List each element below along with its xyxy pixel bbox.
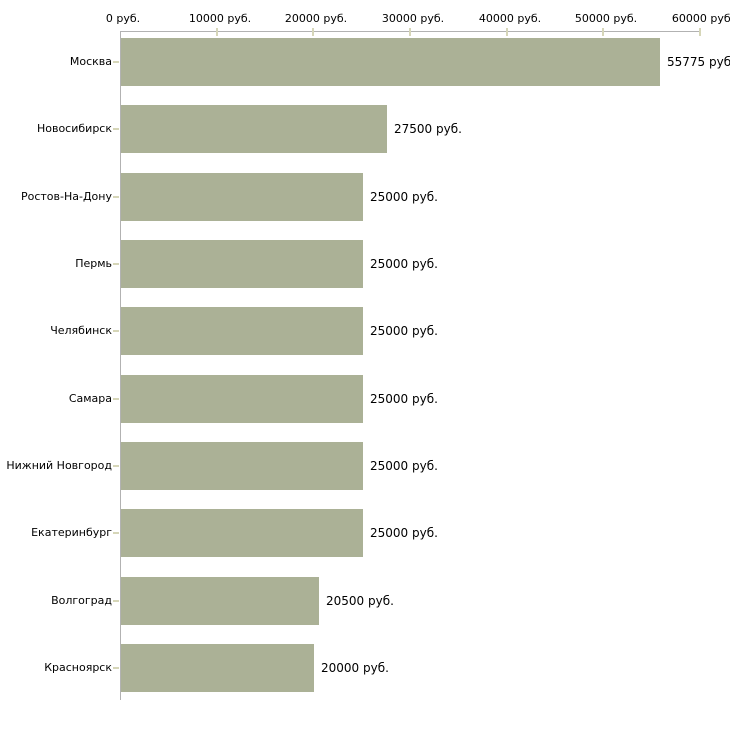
bar	[121, 375, 363, 423]
bar	[121, 442, 363, 490]
category-label: Нижний Новгород	[6, 459, 112, 472]
bar	[121, 38, 660, 86]
x-axis-label: 0 руб.	[105, 12, 141, 25]
bar	[121, 307, 363, 355]
bar	[121, 105, 387, 153]
x-tick	[409, 28, 411, 36]
category-label: Пермь	[75, 257, 112, 270]
category-label: Новосибирск	[36, 122, 112, 135]
y-tick	[113, 667, 119, 669]
x-axis-label: 40000 руб.	[478, 12, 542, 25]
category-label: Волгоград	[51, 594, 112, 607]
category-label: Челябинск	[50, 324, 112, 337]
y-axis-line	[120, 31, 121, 700]
y-tick	[113, 330, 119, 332]
value-label: 20000 руб.	[321, 661, 389, 675]
category-label: Москва	[69, 55, 112, 68]
x-tick	[602, 28, 604, 36]
value-label: 25000 руб.	[370, 526, 438, 540]
bar	[121, 577, 319, 625]
x-axis-label: 20000 руб.	[284, 12, 348, 25]
bar	[121, 240, 363, 288]
y-tick	[113, 398, 119, 400]
x-axis-label: 60000 руб.	[671, 12, 730, 25]
value-label: 20500 руб.	[326, 594, 394, 608]
category-label: Красноярск	[44, 661, 112, 674]
value-label: 25000 руб.	[370, 190, 438, 204]
x-tick	[216, 28, 218, 36]
y-tick	[113, 196, 119, 198]
value-label: 25000 руб.	[370, 459, 438, 473]
value-label: 27500 руб.	[394, 122, 462, 136]
y-tick	[113, 263, 119, 265]
category-label: Екатеринбург	[31, 526, 112, 539]
y-tick	[113, 465, 119, 467]
x-axis-label: 50000 руб.	[574, 12, 638, 25]
y-tick	[113, 600, 119, 602]
y-tick	[113, 61, 119, 63]
value-label: 25000 руб.	[370, 392, 438, 406]
x-tick	[312, 28, 314, 36]
x-axis-label: 10000 руб.	[188, 12, 252, 25]
value-label: 25000 руб.	[370, 324, 438, 338]
value-label: 55775 руб.	[667, 55, 730, 69]
x-tick	[699, 28, 701, 36]
y-tick	[113, 532, 119, 534]
category-label: Ростов-На-Дону	[20, 190, 112, 203]
y-tick	[113, 128, 119, 130]
bar	[121, 509, 363, 557]
value-label: 25000 руб.	[370, 257, 438, 271]
x-axis-label: 30000 руб.	[381, 12, 445, 25]
category-label: Самара	[68, 392, 112, 405]
bar	[121, 644, 314, 692]
x-tick	[506, 28, 508, 36]
bar	[121, 173, 363, 221]
